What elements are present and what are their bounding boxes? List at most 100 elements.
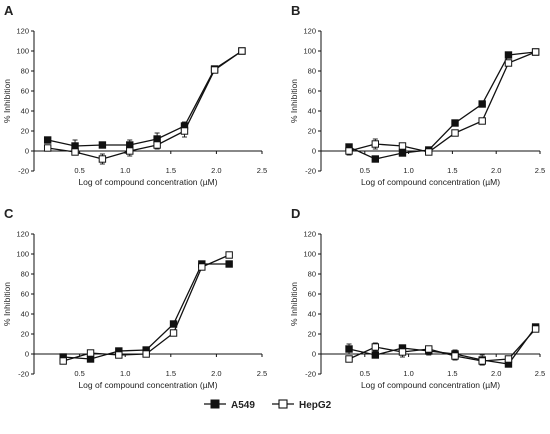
pb-series-line-a549 [348, 51, 536, 160]
pd-series-line-hepg2 [348, 328, 537, 362]
pb-point-a549 [451, 119, 459, 127]
pc-y-tick-label: 120 [16, 230, 29, 239]
pa-y-tick-label: 80 [21, 67, 29, 76]
pc-point-hepg2 [59, 357, 67, 365]
pc-point-a549 [86, 355, 95, 363]
pa-y-tick-label: 120 [16, 27, 29, 36]
pb-y-tick-label: 40 [308, 107, 316, 116]
pa-point-hepg2 [180, 127, 189, 135]
pd-point-hepg2 [371, 343, 380, 351]
pa-series-line-hepg2 [47, 50, 243, 160]
pa-y-tick-label: 20 [21, 127, 29, 136]
pd-y-tick-label: 120 [303, 230, 316, 239]
pa-x-axis-label: Log of compound concentration (µM) [78, 177, 217, 187]
pd-y-tick-label: 0 [312, 350, 316, 359]
pa-point-hepg2 [126, 147, 134, 155]
pb-y-tick-label: 60 [308, 87, 316, 96]
pd-point-hepg2 [398, 348, 407, 356]
panel-b-label: B [291, 3, 300, 18]
pd-point-hepg2 [345, 355, 353, 363]
pc-point-hepg2 [86, 349, 95, 357]
pb-x-axis-label: Log of compound concentration (µM) [361, 177, 500, 187]
pc-y-tick-label: -20 [18, 370, 29, 379]
pa-point-hepg2 [71, 148, 79, 156]
panel-a: A -20 0 20 40 60 80 100 120 0.5 1.0 1.5 2.0 2.5 Log o… [2, 3, 267, 187]
pc-point-hepg2 [115, 351, 123, 359]
pc-point-hepg2 [225, 251, 233, 259]
pc-x-axis-label: Log of compound concentration (µM) [78, 380, 217, 390]
pc-x-tick-label: 1.0 [120, 369, 130, 378]
panel-a-label: A [4, 3, 14, 18]
pc-x-tick-label: 0.5 [74, 369, 84, 378]
pc-y-tick-label: 20 [21, 330, 29, 339]
pb-x-tick-label: 0.5 [360, 166, 370, 175]
pd-point-hepg2 [451, 352, 459, 360]
pc-y-tick-label: 40 [21, 310, 29, 319]
pc-x-tick-label: 2.0 [211, 369, 221, 378]
pc-y-axis-label: % Inhibition [2, 282, 12, 326]
pb-y-axis-label: % Inhibition [289, 79, 299, 123]
pb-y-tick-label: 100 [303, 47, 316, 56]
pb-point-hepg2 [425, 148, 433, 156]
pd-point-hepg2 [531, 325, 540, 333]
pd-point-hepg2 [478, 357, 486, 365]
pa-x-tick-label: 1.5 [166, 166, 176, 175]
pb-point-hepg2 [531, 48, 540, 56]
pa-x-tick-label: 2.5 [257, 166, 267, 175]
pa-x-tick-label: 1.0 [120, 166, 130, 175]
panel-c-label: C [4, 206, 14, 221]
pb-x-tick-label: 2.5 [535, 166, 545, 175]
pa-point-a549 [43, 136, 52, 144]
pb-y-tick-label: 80 [308, 67, 316, 76]
pc-y-tick-label: 0 [25, 350, 29, 359]
pd-x-tick-label: 2.0 [491, 369, 501, 378]
pb-series-line-hepg2 [348, 51, 536, 153]
legend-label-hepg2: HepG2 [299, 400, 332, 411]
legend-marker-a549 [210, 399, 220, 409]
pb-point-hepg2 [398, 142, 407, 150]
legend: A549 HepG2 [204, 399, 332, 411]
pa-y-axis-label: % Inhibition [2, 79, 12, 123]
pa-y-tick-label: 100 [16, 47, 29, 56]
pb-point-hepg2 [451, 129, 459, 137]
pb-point-hepg2 [478, 117, 486, 125]
pb-point-hepg2 [345, 147, 353, 155]
pd-x-tick-label: 0.5 [360, 369, 370, 378]
pd-y-tick-label: 40 [308, 310, 316, 319]
pc-y-tick-label: 60 [21, 290, 29, 299]
pb-point-a549 [398, 149, 407, 157]
pc-point-a549 [225, 260, 233, 268]
pa-point-hepg2 [98, 155, 107, 163]
pd-y-tick-label: 80 [308, 270, 316, 279]
pd-x-axis-label: Log of compound concentration (µM) [361, 380, 500, 390]
pa-point-hepg2 [43, 144, 52, 152]
pa-series-line-a549 [47, 50, 243, 147]
pd-x-tick-label: 1.0 [403, 369, 413, 378]
pa-point-hepg2 [238, 47, 246, 55]
legend-item-a549: A549 [204, 399, 255, 411]
legend-label-a549: A549 [231, 400, 255, 411]
pd-x-tick-label: 2.5 [535, 369, 545, 378]
legend-item-hepg2: HepG2 [272, 399, 332, 411]
pb-point-a549 [371, 155, 380, 163]
pc-y-tick-label: 80 [21, 270, 29, 279]
pa-y-tick-label: 60 [21, 87, 29, 96]
pb-point-hepg2 [504, 59, 513, 67]
pd-x-tick-label: 1.5 [447, 369, 457, 378]
pb-point-a549 [504, 51, 513, 59]
pd-y-tick-label: 20 [308, 330, 316, 339]
pd-point-a549 [371, 351, 380, 359]
pc-x-tick-label: 2.5 [257, 369, 267, 378]
pc-point-hepg2 [142, 350, 150, 358]
pd-y-tick-label: 100 [303, 250, 316, 259]
pb-y-tick-label: 20 [308, 127, 316, 136]
pb-point-hepg2 [371, 140, 380, 148]
panel-d-label: D [291, 206, 300, 221]
pa-point-a549 [71, 142, 79, 150]
pd-point-hepg2 [504, 355, 513, 363]
pc-y-tick-label: 100 [16, 250, 29, 259]
pa-y-tick-label: -20 [18, 167, 29, 176]
pd-point-a549 [345, 345, 353, 353]
pc-series-line-hepg2 [63, 254, 230, 362]
panel-c: C -20 0 20 40 60 80 100 120 0.5 1.0 1.5 2.0 2.5 Log o… [2, 206, 267, 390]
